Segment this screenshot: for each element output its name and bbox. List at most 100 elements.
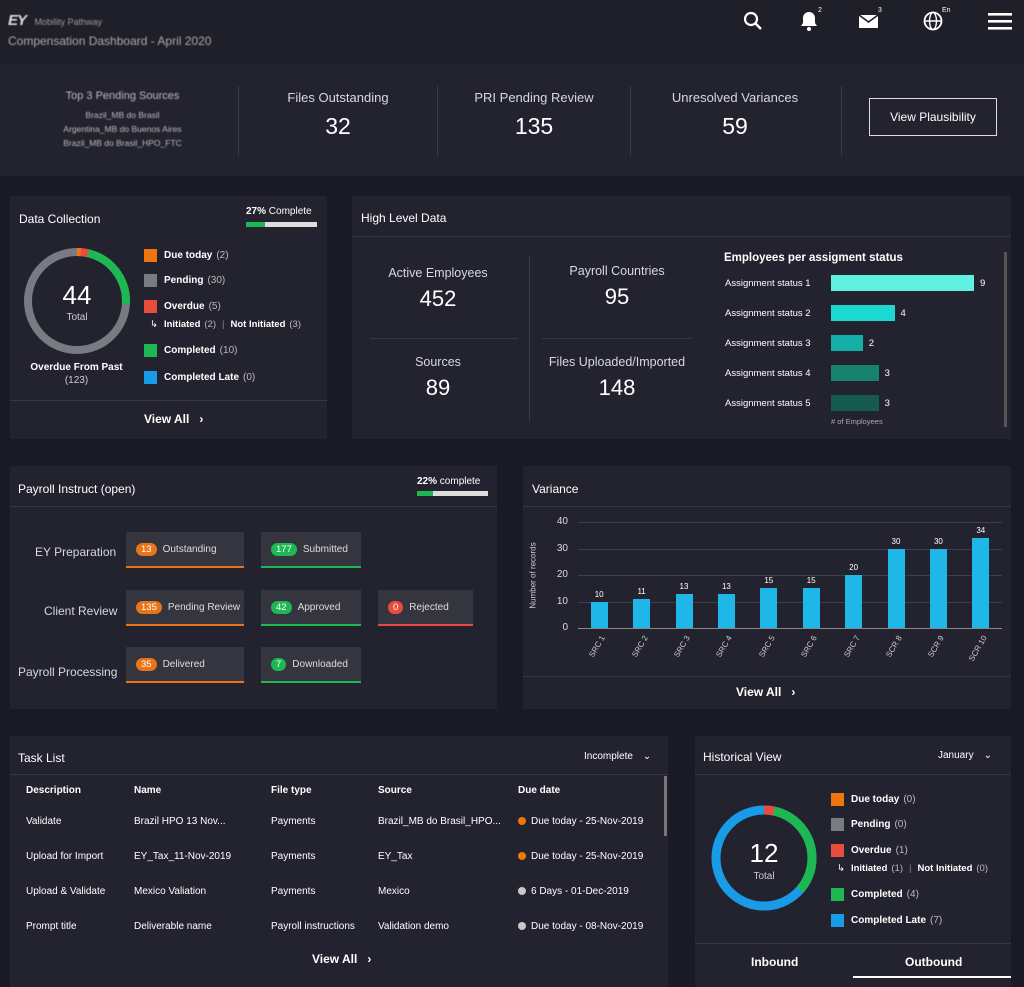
column-header[interactable]: Name bbox=[134, 784, 162, 796]
kpi-unresolved-variances[interactable]: Unresolved Variances 59 bbox=[650, 90, 820, 140]
stat-value: 89 bbox=[425, 375, 451, 400]
variance-bar[interactable] bbox=[590, 601, 608, 628]
legend-label: Completed bbox=[164, 345, 216, 356]
overdue-past-value: (123) bbox=[64, 375, 89, 386]
pill-rejected[interactable]: 0 Rejected bbox=[378, 590, 473, 626]
variance-bar[interactable] bbox=[675, 593, 693, 628]
historical-donut bbox=[711, 805, 817, 911]
cell-source: Validation demo bbox=[378, 921, 449, 932]
pill-downloaded[interactable]: 7 Downloaded bbox=[261, 647, 361, 683]
legend-pending[interactable]: Pending (30) bbox=[144, 274, 225, 287]
legend-label: Overdue bbox=[851, 845, 892, 856]
assignment-axis-label: # of Employees bbox=[831, 417, 883, 426]
legend-due-today[interactable]: Due today (2) bbox=[144, 249, 229, 262]
pill-delivered[interactable]: 35 Delivered bbox=[126, 647, 244, 683]
assignment-label: Assignment status 3 bbox=[725, 338, 811, 349]
scrollbar[interactable] bbox=[1004, 252, 1007, 427]
assignment-bar[interactable] bbox=[831, 395, 879, 411]
pending-source: Brazil_MB do Brasil_HPO_FTC bbox=[63, 138, 182, 148]
table-row[interactable]: Validate Brazil HPO 13 Nov... Payments Braz… bbox=[26, 804, 656, 839]
cell-source: Brazil_MB do Brasil_HPO... bbox=[378, 816, 501, 827]
chevron-right-icon: › bbox=[367, 952, 372, 966]
mail-count: 3 bbox=[878, 7, 882, 14]
assignment-bar[interactable] bbox=[831, 365, 879, 381]
stat-sources[interactable]: Sources 89 bbox=[368, 355, 508, 401]
kpi-pri-pending-review[interactable]: PRI Pending Review 135 bbox=[454, 90, 614, 140]
column-header[interactable]: File type bbox=[271, 784, 312, 796]
pill-label: Submitted bbox=[302, 543, 348, 555]
column-header[interactable]: Source bbox=[378, 784, 412, 796]
globe-icon[interactable]: En bbox=[922, 7, 951, 32]
cell-type: Payroll instructions bbox=[271, 921, 355, 932]
row-label-ey-preparation: EY Preparation bbox=[35, 545, 117, 559]
variance-bar[interactable] bbox=[802, 588, 820, 628]
variance-bar[interactable] bbox=[929, 548, 947, 628]
view-plausibility-button[interactable]: View Plausibility bbox=[869, 98, 997, 136]
pill-approved[interactable]: 42 Approved bbox=[261, 590, 361, 626]
legend-completed[interactable]: Completed (10) bbox=[144, 344, 237, 357]
bar-value-label: 13 bbox=[679, 581, 689, 591]
bell-icon[interactable]: 2 bbox=[798, 7, 822, 32]
menu-icon[interactable] bbox=[987, 10, 1013, 32]
variance-bar[interactable] bbox=[887, 548, 905, 628]
dashboard-title: Compensation Dashboard - April 2020 bbox=[8, 34, 212, 48]
assignment-bar[interactable] bbox=[831, 335, 863, 351]
legend-label: Due today bbox=[164, 250, 213, 261]
legend-completed[interactable]: Completed (4) bbox=[831, 888, 919, 901]
cell-desc: Upload & Validate bbox=[26, 886, 106, 897]
stat-payroll-countries[interactable]: Payroll Countries 95 bbox=[537, 264, 697, 310]
table-row[interactable]: Upload for Import EY_Tax_11-Nov-2019 Payme… bbox=[26, 839, 656, 874]
table-row[interactable]: Prompt title Deliverable name Payroll inst… bbox=[26, 909, 656, 944]
month-value: January bbox=[938, 750, 974, 761]
column-header[interactable]: Due date bbox=[518, 784, 561, 796]
assignment-bar[interactable] bbox=[831, 305, 895, 321]
donut-total: 12 bbox=[749, 838, 779, 868]
stat-active-employees[interactable]: Active Employees 452 bbox=[368, 266, 508, 312]
pill-pending-review[interactable]: 135 Pending Review bbox=[126, 590, 244, 626]
table-row[interactable]: Upload & Validate Mexico Valiation Payment… bbox=[26, 874, 656, 909]
legend-overdue[interactable]: Overdue (1) bbox=[831, 844, 908, 857]
assignment-label: Assignment status 2 bbox=[725, 308, 811, 319]
kpi-files-outstanding[interactable]: Files Outstanding 32 bbox=[258, 90, 418, 140]
legend-pending[interactable]: Pending (0) bbox=[831, 818, 907, 831]
pill-submitted[interactable]: 177 Submitted bbox=[261, 532, 361, 568]
tab-outbound[interactable]: Outbound bbox=[905, 955, 963, 969]
pill-count: 13 bbox=[136, 542, 157, 556]
scrollbar[interactable] bbox=[664, 776, 667, 836]
data-collection-view-all[interactable]: View All › bbox=[144, 412, 203, 426]
variance-bar[interactable] bbox=[845, 575, 863, 628]
y-axis-label: Number of records bbox=[528, 542, 538, 609]
tab-inbound[interactable]: Inbound bbox=[751, 955, 799, 969]
legend-completed-late[interactable]: Completed Late (7) bbox=[831, 914, 942, 927]
legend-label: Completed Late bbox=[164, 372, 240, 383]
variance-bar[interactable] bbox=[760, 588, 778, 628]
view-all-label: View All bbox=[144, 412, 190, 426]
variance-bar[interactable] bbox=[972, 537, 990, 628]
variance-bar[interactable] bbox=[633, 598, 651, 628]
gridline bbox=[578, 548, 1002, 550]
legend-completed-late[interactable]: Completed Late (0) bbox=[144, 371, 255, 384]
panel-title: High Level Data bbox=[361, 211, 447, 225]
legend-overdue[interactable]: Overdue (5) bbox=[144, 300, 221, 313]
stat-files-uploaded[interactable]: Files Uploaded/Imported 148 bbox=[537, 355, 697, 401]
product-name: Mobility Pathway bbox=[34, 17, 102, 27]
cell-due: Due today - 25-Nov-2019 bbox=[518, 839, 656, 874]
variance-view-all[interactable]: View All › bbox=[736, 685, 795, 699]
column-header[interactable]: Description bbox=[26, 784, 82, 796]
brand[interactable]: EY Mobility Pathway Compensation Dashboa… bbox=[8, 12, 211, 48]
progress-track bbox=[417, 491, 488, 496]
progress-fill bbox=[246, 222, 266, 227]
kpi-label: PRI Pending Review bbox=[474, 90, 594, 105]
assignment-bar[interactable] bbox=[831, 275, 974, 291]
legend-due-today[interactable]: Due today (0) bbox=[831, 793, 916, 806]
task-list-view-all[interactable]: View All › bbox=[312, 952, 371, 966]
search-icon[interactable] bbox=[742, 10, 766, 32]
variance-bar[interactable] bbox=[717, 593, 735, 628]
stat-label: Files Uploaded/Imported bbox=[548, 355, 686, 369]
pill-outstanding[interactable]: 13 Outstanding bbox=[126, 532, 244, 568]
panel-title: Data Collection bbox=[19, 212, 101, 226]
mail-icon[interactable]: 3 bbox=[858, 7, 882, 32]
month-dropdown[interactable]: January ⌄ bbox=[938, 750, 992, 761]
task-table: Description Name File type Source Due da… bbox=[26, 776, 656, 944]
task-filter-dropdown[interactable]: Incomplete ⌄ bbox=[584, 751, 651, 762]
